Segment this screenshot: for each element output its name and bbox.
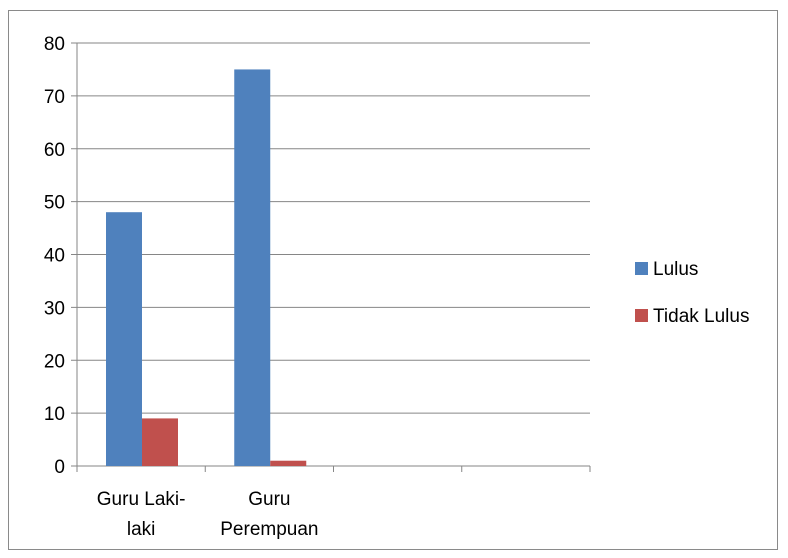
y-tick-label: 20	[44, 351, 65, 372]
bar-tidak-lulus	[270, 460, 307, 466]
gridlines	[71, 42, 591, 472]
y-tick-label: 50	[44, 193, 65, 214]
legend-label: Lulus	[653, 259, 698, 280]
y-tick-label: 80	[44, 34, 65, 55]
x-tick-label: Perempuan	[220, 519, 318, 540]
y-tick-label: 60	[44, 140, 65, 161]
bar-tidak-lulus	[142, 418, 178, 466]
y-tick-label: 10	[44, 404, 65, 425]
legend-swatch	[635, 309, 648, 322]
x-tick-label: Guru	[248, 489, 290, 510]
y-tick-labels: 0 10 20 30 40 50 60 70 80	[44, 34, 65, 478]
y-tick-label: 0	[54, 457, 65, 478]
bar-lulus	[106, 212, 142, 466]
y-tick-label: 40	[44, 246, 65, 267]
x-tick-label: Guru Laki-	[97, 489, 186, 510]
legend-swatch	[635, 262, 648, 275]
legend: Lulus Tidak Lulus	[635, 259, 749, 327]
legend-label: Tidak Lulus	[653, 306, 749, 327]
x-tick-label: laki	[127, 519, 156, 540]
y-tick-label: 70	[44, 87, 65, 108]
bar-lulus	[234, 69, 271, 466]
x-tick-labels: Guru Laki-laki Guru Perempuan	[97, 489, 319, 540]
y-tick-label: 30	[44, 298, 65, 319]
bars	[106, 69, 307, 466]
